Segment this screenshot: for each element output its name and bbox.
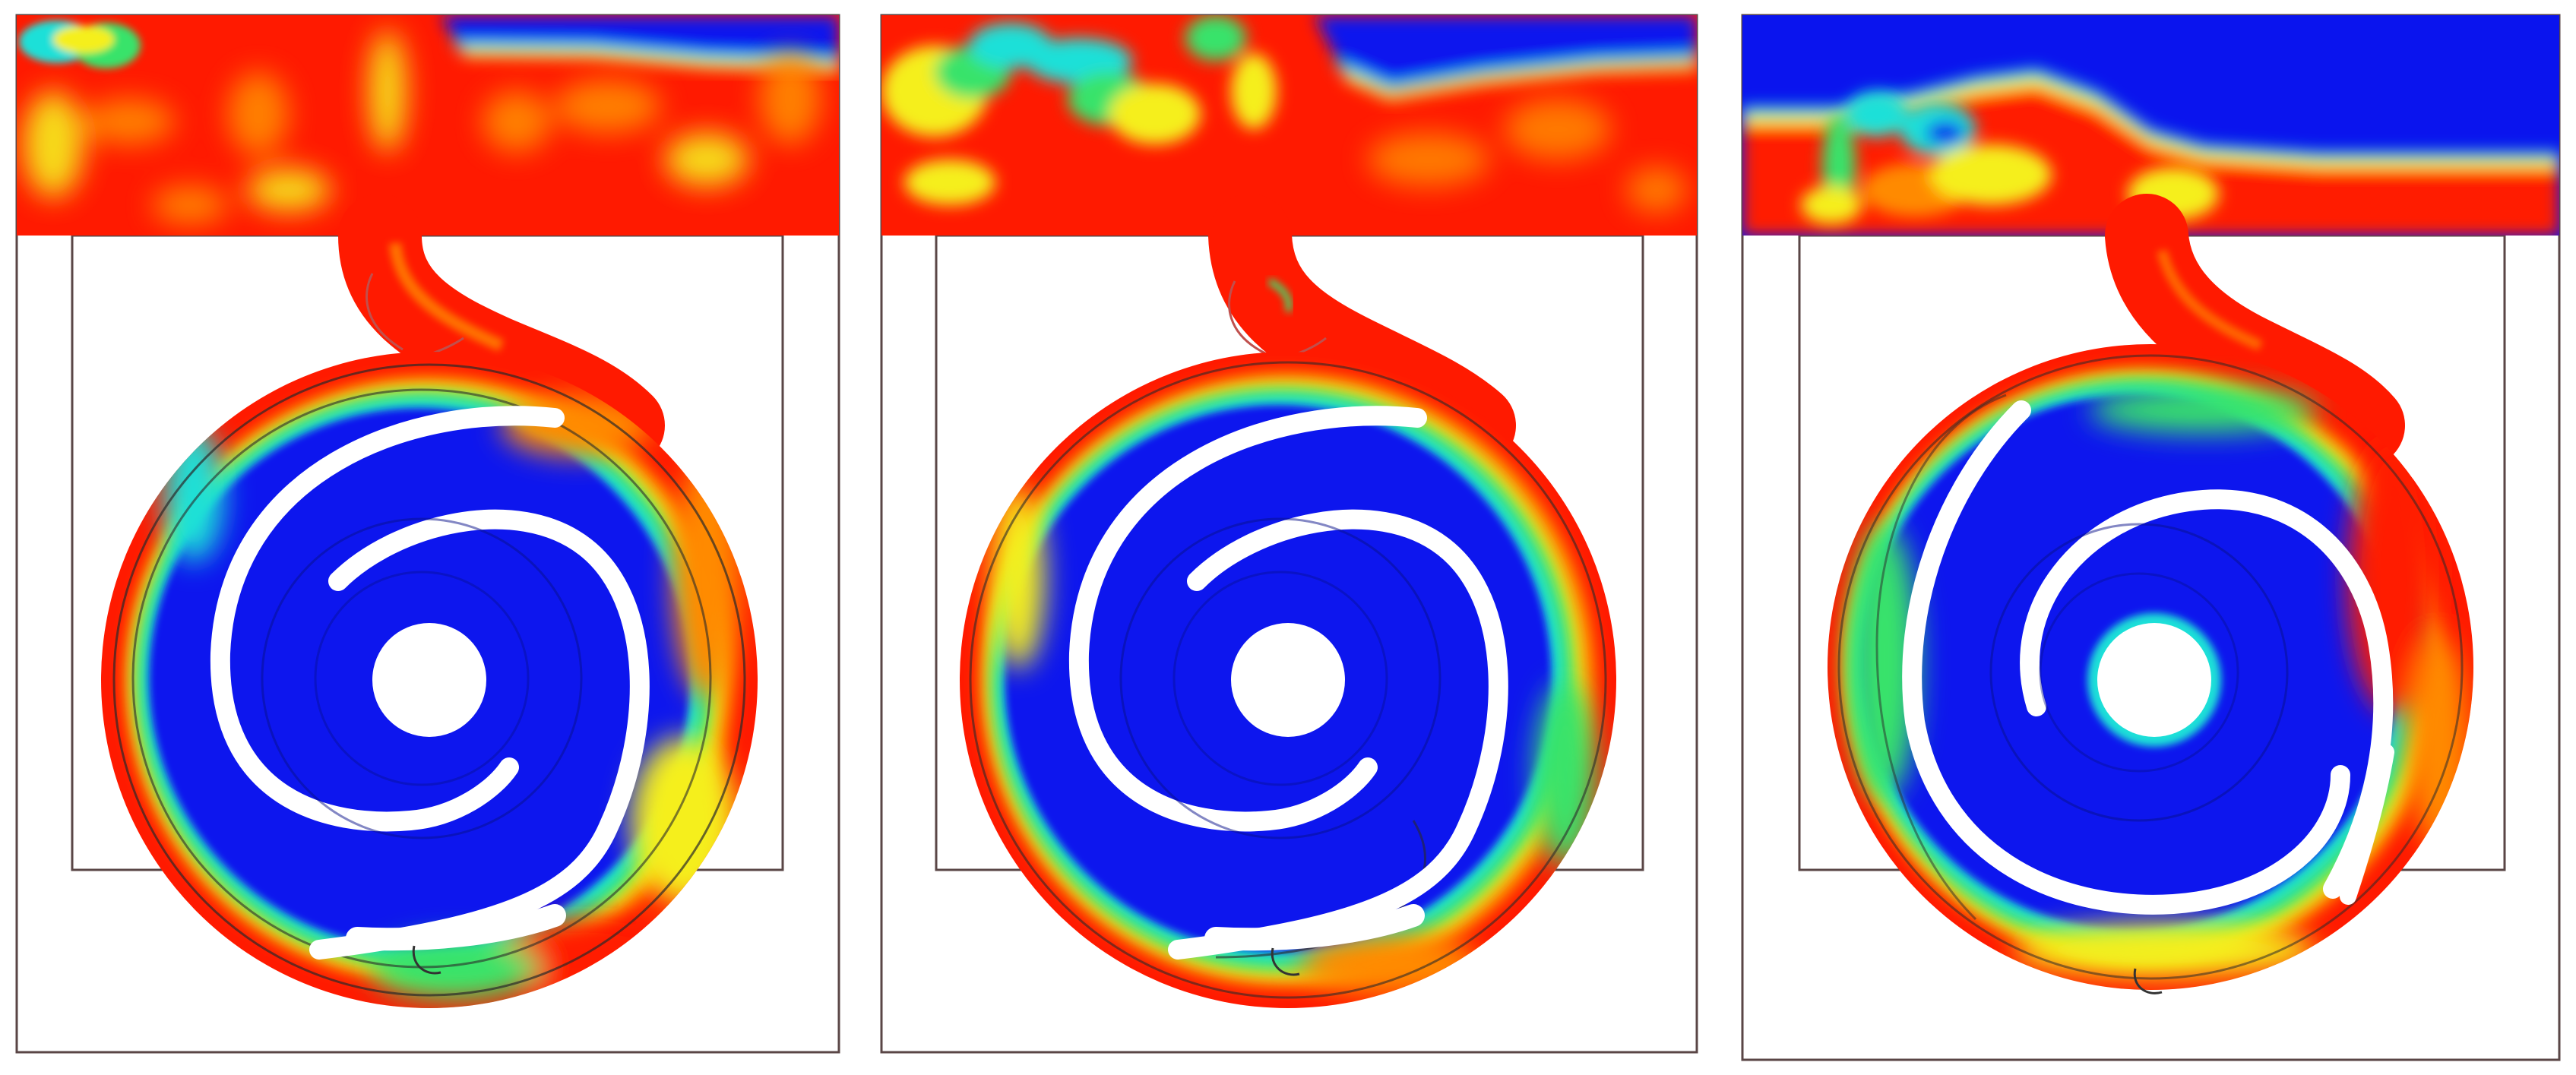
panel-1-volute <box>101 352 758 1008</box>
panel-1-impeller-blade-inner <box>309 509 650 960</box>
panel-1 <box>15 14 840 1054</box>
panel-2-hub <box>1231 623 1345 737</box>
panel-2-tank-field <box>881 15 1697 236</box>
panel-2-impeller-blade-outer <box>1068 406 1427 832</box>
panel-3-hub <box>2097 623 2211 737</box>
panel-2-impeller-blade-inner <box>1168 509 1508 960</box>
panel-3-discharge-pipe <box>2105 194 2405 467</box>
panel-2 <box>880 14 1698 1054</box>
panel-3-impeller-blade-outer <box>1902 400 2350 915</box>
panel-2-volute <box>960 352 1616 1008</box>
panel-3 <box>1741 14 2561 1061</box>
panel-3-volute <box>1828 344 2473 994</box>
panel-1-tank-field <box>17 15 839 236</box>
panel-3-tank-field <box>1742 15 2559 236</box>
panel-1-impeller-blade-outer <box>210 406 565 832</box>
panel-1-hub <box>372 623 486 737</box>
